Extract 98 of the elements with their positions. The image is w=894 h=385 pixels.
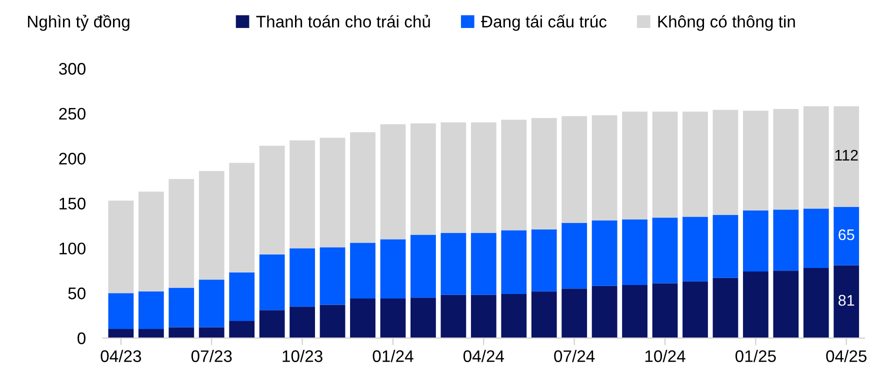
bar	[803, 106, 829, 209]
bar	[410, 298, 436, 338]
x-tick-label: 07/24	[554, 350, 595, 362]
bar	[320, 247, 346, 305]
bar	[380, 124, 406, 240]
bar	[501, 294, 527, 338]
bar	[198, 280, 224, 328]
bar	[290, 306, 315, 338]
y-tick-label: 0	[78, 332, 86, 344]
x-tick-label: 10/23	[282, 350, 322, 362]
bar	[138, 291, 164, 330]
bar	[712, 278, 738, 338]
bar	[470, 122, 496, 233]
bar	[592, 115, 618, 220]
bar	[834, 265, 860, 338]
bar	[592, 286, 618, 338]
bar	[682, 112, 708, 217]
bar	[168, 327, 194, 338]
bar	[834, 206, 860, 266]
legend-label: Đang tái cấu trúc	[481, 14, 607, 31]
bar	[773, 108, 799, 210]
y-axis-title: Nghìn tỷ đồng	[28, 14, 130, 31]
bar	[470, 294, 496, 338]
bar	[531, 291, 557, 338]
bar	[320, 138, 346, 248]
bar	[410, 234, 436, 298]
bar	[320, 304, 346, 338]
bar	[562, 288, 588, 338]
bar	[773, 210, 799, 271]
bar	[682, 281, 708, 338]
x-tick-label: 01/25	[735, 350, 776, 362]
bar	[380, 298, 406, 338]
bar	[531, 229, 557, 292]
bar	[108, 293, 134, 330]
bar	[470, 232, 496, 295]
x-tick-label: 04/24	[463, 350, 504, 362]
bar	[350, 298, 376, 338]
x-tick-label: 10/24	[645, 350, 686, 362]
x-tick-label: 04/25	[826, 350, 867, 362]
bar	[259, 310, 285, 338]
x-tick-label: 07/23	[191, 350, 232, 362]
bar	[440, 232, 466, 295]
bar	[501, 120, 527, 230]
bar	[168, 288, 194, 328]
bar	[531, 118, 557, 230]
bar	[652, 218, 678, 284]
bar	[410, 123, 436, 235]
bar	[108, 200, 134, 294]
bar	[742, 272, 768, 338]
bar	[350, 132, 376, 243]
bar	[773, 270, 799, 338]
y-tick-label: 50	[68, 288, 86, 300]
bar	[108, 329, 134, 338]
bar	[440, 294, 466, 338]
y-tick-label: 150	[60, 198, 86, 210]
bar	[229, 320, 255, 338]
bar	[259, 254, 285, 310]
bar	[198, 170, 224, 280]
bar	[138, 192, 164, 292]
bar	[712, 214, 738, 278]
data-label: 65	[838, 229, 854, 240]
bar	[562, 116, 588, 224]
bar	[562, 223, 588, 289]
bar	[229, 272, 255, 321]
bar	[168, 179, 194, 288]
legend-label: Thanh toán cho trái chủ	[256, 14, 430, 28]
bar	[622, 219, 648, 286]
bar	[290, 248, 315, 307]
bar	[138, 329, 164, 338]
bar	[622, 285, 648, 338]
bar	[742, 110, 768, 210]
bar	[712, 110, 738, 215]
y-tick-label: 200	[59, 152, 86, 165]
data-label: 81	[838, 294, 854, 306]
bar	[350, 242, 376, 299]
y-tick-label: 100	[60, 242, 86, 254]
legend-label: Không có thông tin	[658, 15, 795, 31]
bar	[198, 327, 224, 338]
bar	[229, 162, 255, 272]
bar	[592, 220, 618, 286]
bar	[622, 112, 648, 220]
bar	[652, 112, 678, 218]
y-tick-label: 250	[59, 108, 86, 120]
bar	[501, 230, 527, 294]
bar	[834, 106, 860, 207]
bar	[652, 283, 678, 338]
bar	[803, 208, 829, 268]
x-tick-label: 04/23	[100, 350, 142, 362]
y-tick-label: 300	[58, 62, 86, 75]
bar	[803, 268, 829, 338]
bar	[259, 146, 285, 254]
bar	[440, 122, 466, 233]
bar	[290, 140, 315, 248]
bar	[742, 210, 768, 272]
bar	[682, 216, 708, 282]
data-label: 112	[835, 150, 858, 161]
x-tick-label: 01/24	[372, 350, 414, 362]
bar	[380, 239, 406, 299]
